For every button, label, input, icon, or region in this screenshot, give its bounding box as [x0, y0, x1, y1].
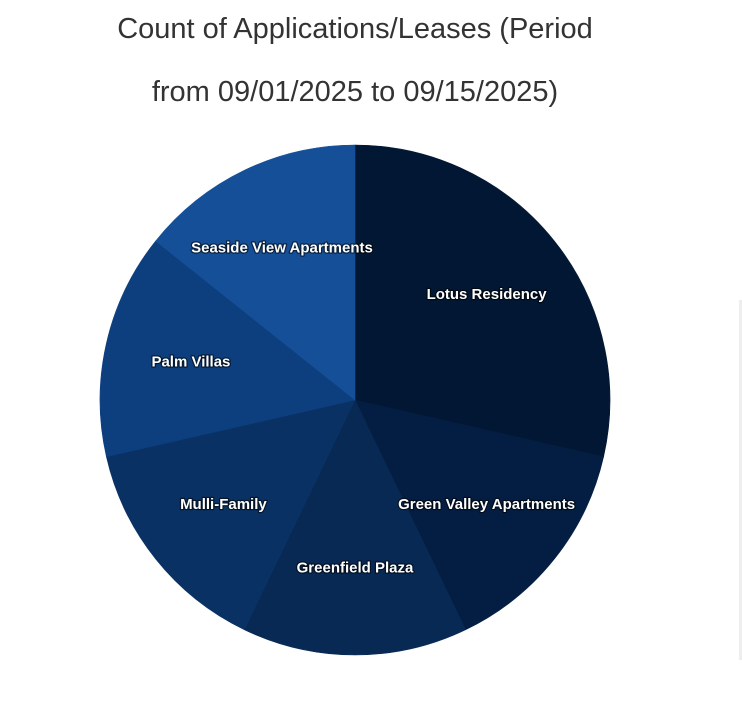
pie-slice-mulli-family[interactable] [106, 399, 356, 631]
slice-label-seaside-view-apartments: Seaside View Apartments [191, 239, 373, 256]
slice-label-green-valley-apartments: Green Valley Apartments [398, 496, 575, 513]
slice-label-mulli-family: Mulli-Family [180, 496, 267, 513]
panel-edge [739, 300, 742, 660]
slice-label-greenfield-plaza: Greenfield Plaza [297, 559, 414, 576]
pie-slice-green-valley-apartments[interactable] [354, 399, 604, 631]
pie-slice-seaside-view-apartments[interactable] [155, 144, 356, 401]
pie-slice-lotus-residency[interactable] [354, 144, 611, 458]
chart-title-line-1: Count of Applications/Leases (Period [117, 13, 593, 45]
slice-label-lotus-residency: Lotus Residency [427, 286, 548, 303]
pie-slice-greenfield-plaza[interactable] [243, 399, 467, 656]
chart-title-line-2: from 09/01/2025 to 09/15/2025) [151, 76, 559, 108]
pie-slice-palm-villas[interactable] [99, 240, 356, 458]
slice-label-palm-villas: Palm Villas [151, 354, 230, 371]
